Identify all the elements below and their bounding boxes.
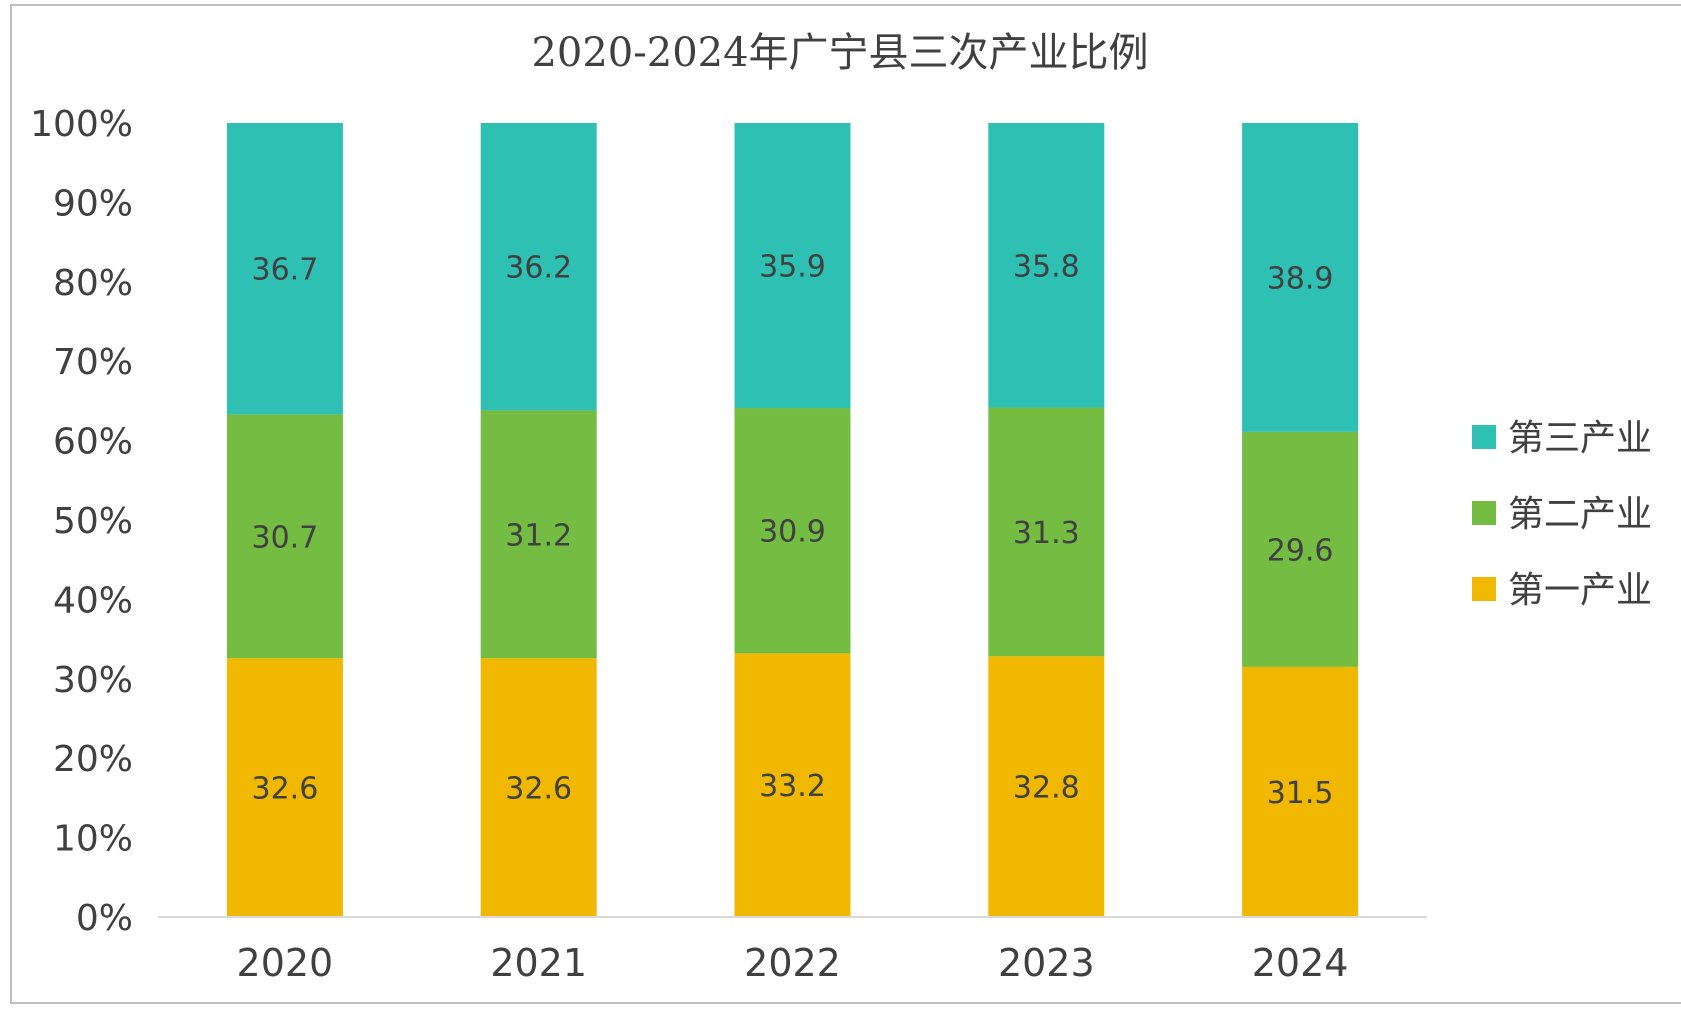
x-tick-label: 2020 [237,941,334,985]
data-label: 33.2 [759,769,826,804]
y-tick-label: 80% [53,263,133,304]
legend-swatch [1472,425,1496,449]
data-labels: 32.6 30.7 36.7 32.6 31.2 36.2 33.2 30.9 35.9 32.8… [252,249,1334,811]
data-label: 38.9 [1267,261,1334,296]
y-axis: 0% 10% 20% 30% 40% 50% 60% 70% 80% 90% 100% [30,104,133,939]
legend-label: 第一产业 [1508,570,1652,611]
x-tick-label: 2023 [998,941,1095,985]
bars [226,123,1359,917]
x-tick-label: 2022 [744,941,841,985]
data-label: 32.6 [252,772,319,807]
y-tick-label: 30% [53,660,133,701]
data-label: 35.8 [1013,249,1080,284]
legend-label: 第二产业 [1508,494,1652,535]
legend-swatch [1472,577,1496,601]
y-tick-label: 70% [53,342,133,383]
legend-swatch [1472,501,1496,525]
data-label: 36.7 [252,253,319,288]
data-label: 31.2 [505,518,572,553]
data-label: 31.5 [1267,776,1334,811]
y-tick-label: 100% [30,104,133,145]
data-label: 30.9 [759,515,826,550]
bar-segment [988,123,1105,408]
y-tick-label: 20% [53,739,133,780]
data-label: 29.6 [1267,533,1334,568]
data-label: 30.7 [252,520,319,555]
x-tick-label: 2021 [490,941,587,985]
bar-segment [734,653,851,917]
data-label: 35.9 [759,250,826,285]
y-tick-label: 90% [53,183,133,224]
y-tick-label: 60% [53,422,133,463]
data-label: 32.6 [505,772,572,807]
data-label: 36.2 [505,251,572,286]
bar-segment [734,123,851,409]
bar-segment [734,408,851,654]
y-tick-label: 40% [53,580,133,621]
bar-segment [1242,431,1359,667]
y-tick-label: 0% [76,898,133,939]
bar-segment [1242,666,1359,917]
data-label: 31.3 [1013,516,1080,551]
chart-title: 2020-2024年广宁县三次产业比例 [531,30,1148,76]
bar-segment [226,658,343,917]
bar-segment [226,414,343,659]
data-label: 32.8 [1013,771,1080,806]
y-tick-label: 10% [53,819,133,860]
bar-segment [1242,123,1359,432]
bar-segment [480,123,597,411]
bar-segment [988,656,1105,917]
y-tick-label: 50% [53,501,133,542]
x-tick-label: 2024 [1252,941,1349,985]
bar-segment [988,407,1105,657]
legend-label: 第三产业 [1508,418,1652,459]
bar-segment [480,410,597,659]
x-axis: 2020 2021 2022 2023 2024 [237,941,1349,985]
bar-segment [226,123,343,415]
bar-segment [480,658,597,917]
